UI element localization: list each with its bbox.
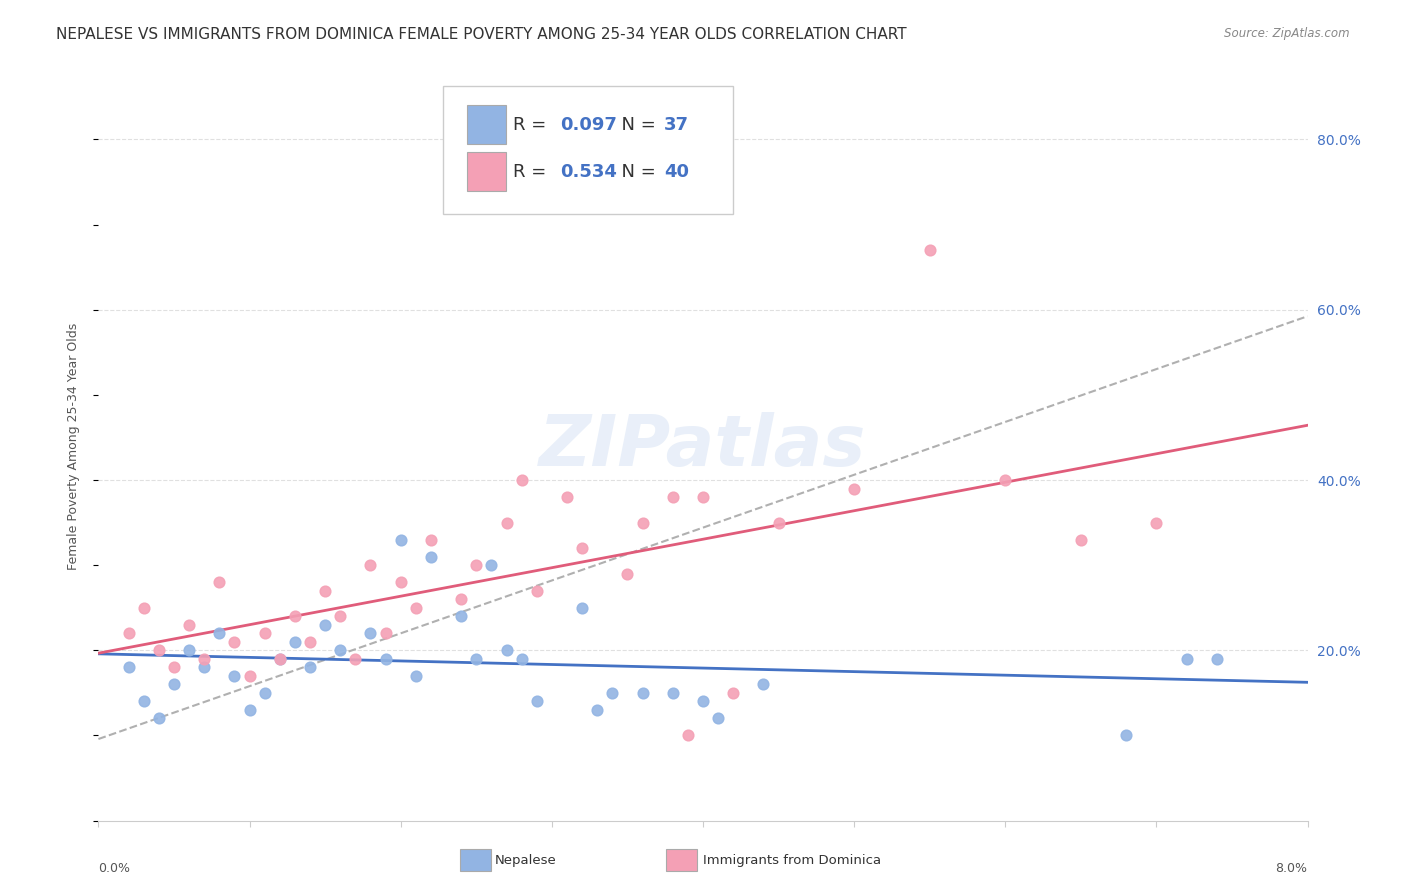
Point: [526, 694, 548, 708]
Point: [179, 617, 201, 632]
Point: [450, 609, 472, 624]
Point: [179, 643, 201, 657]
Point: [994, 473, 1017, 487]
Point: [118, 660, 141, 674]
Point: [768, 516, 790, 530]
Point: [269, 652, 291, 666]
Point: [148, 643, 170, 657]
Text: N =: N =: [610, 162, 661, 181]
Point: [692, 490, 714, 504]
Point: [299, 635, 322, 649]
Point: [284, 609, 307, 624]
Point: [374, 626, 396, 640]
Point: [723, 686, 745, 700]
Text: 8.0%: 8.0%: [1275, 862, 1308, 875]
Text: Immigrants from Dominica: Immigrants from Dominica: [703, 855, 882, 867]
Point: [1146, 516, 1168, 530]
Point: [631, 516, 654, 530]
Point: [602, 686, 624, 700]
Point: [208, 626, 231, 640]
Text: 0.534: 0.534: [561, 162, 617, 181]
Point: [420, 533, 443, 547]
Point: [1175, 652, 1198, 666]
Point: [526, 583, 548, 598]
Point: [661, 490, 683, 504]
Point: [495, 643, 517, 657]
Point: [224, 669, 246, 683]
Point: [1115, 729, 1137, 743]
Text: N =: N =: [610, 116, 661, 134]
Point: [208, 575, 231, 590]
Point: [148, 711, 170, 725]
Point: [661, 686, 683, 700]
Point: [420, 549, 443, 564]
Point: [571, 541, 593, 556]
Point: [253, 626, 276, 640]
Text: R =: R =: [513, 162, 553, 181]
Point: [752, 677, 775, 691]
Text: 0.097: 0.097: [561, 116, 617, 134]
Point: [481, 558, 503, 573]
Text: Nepalese: Nepalese: [495, 855, 557, 867]
Point: [284, 635, 307, 649]
Point: [269, 652, 291, 666]
Point: [163, 677, 186, 691]
Point: [132, 694, 155, 708]
Point: [631, 686, 654, 700]
Text: 40: 40: [664, 162, 689, 181]
Point: [450, 592, 472, 607]
Point: [465, 558, 488, 573]
Point: [224, 635, 246, 649]
Text: Source: ZipAtlas.com: Source: ZipAtlas.com: [1225, 27, 1350, 40]
Point: [389, 575, 412, 590]
Point: [132, 600, 155, 615]
Point: [844, 482, 866, 496]
Point: [374, 652, 396, 666]
Text: ZIPatlas: ZIPatlas: [540, 411, 866, 481]
Point: [405, 600, 427, 615]
Point: [360, 626, 382, 640]
Point: [510, 473, 533, 487]
Point: [707, 711, 730, 725]
Point: [555, 490, 578, 504]
Point: [1070, 533, 1092, 547]
Point: [360, 558, 382, 573]
Point: [495, 516, 517, 530]
Point: [163, 660, 186, 674]
Point: [193, 652, 215, 666]
Point: [465, 652, 488, 666]
Point: [405, 669, 427, 683]
Point: [692, 694, 714, 708]
Text: R =: R =: [513, 116, 553, 134]
FancyBboxPatch shape: [443, 87, 734, 214]
Point: [510, 652, 533, 666]
Bar: [460, 849, 491, 871]
Point: [118, 626, 141, 640]
Point: [314, 617, 336, 632]
Point: [918, 243, 941, 257]
Point: [329, 643, 352, 657]
FancyBboxPatch shape: [467, 153, 506, 191]
Point: [329, 609, 352, 624]
Point: [1206, 652, 1229, 666]
Point: [299, 660, 322, 674]
Bar: [666, 849, 697, 871]
Point: [389, 533, 412, 547]
Point: [239, 703, 262, 717]
Point: [616, 566, 638, 581]
Point: [571, 600, 593, 615]
Point: [344, 652, 367, 666]
Text: 0.0%: 0.0%: [98, 862, 131, 875]
FancyBboxPatch shape: [467, 105, 506, 144]
Point: [314, 583, 336, 598]
Point: [253, 686, 276, 700]
Point: [676, 729, 699, 743]
Text: 37: 37: [664, 116, 689, 134]
Point: [239, 669, 262, 683]
Y-axis label: Female Poverty Among 25-34 Year Olds: Female Poverty Among 25-34 Year Olds: [66, 322, 80, 570]
Text: NEPALESE VS IMMIGRANTS FROM DOMINICA FEMALE POVERTY AMONG 25-34 YEAR OLDS CORREL: NEPALESE VS IMMIGRANTS FROM DOMINICA FEM…: [56, 27, 907, 42]
Point: [193, 660, 215, 674]
Point: [586, 703, 609, 717]
